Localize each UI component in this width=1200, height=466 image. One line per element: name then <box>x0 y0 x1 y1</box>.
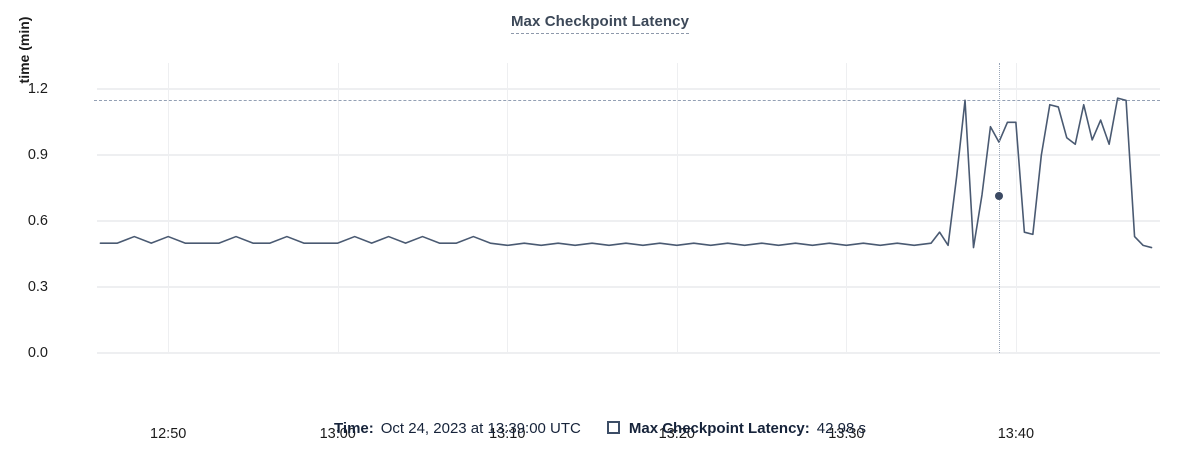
footer-series-label: Max Checkpoint Latency: <box>628 420 810 437</box>
footer-legend-entry[interactable]: Max Checkpoint Latency: 42.98 s <box>606 420 866 437</box>
footer-series-value: 42.98 s <box>816 420 866 437</box>
legend-swatch-icon[interactable] <box>606 421 620 434</box>
threshold-line <box>94 100 1160 102</box>
footer-time: Time: Oct 24, 2023 at 13:39:00 UTC <box>334 420 581 437</box>
gridline-vertical <box>337 63 339 353</box>
x-tick-label: 13:10 <box>489 426 526 442</box>
y-tick-label: 0.3 <box>27 279 48 296</box>
y-axis-label: time (min) <box>16 16 32 84</box>
gridline-vertical <box>507 63 509 353</box>
gridline-horizontal <box>97 286 1160 289</box>
x-tick-label: 13:00 <box>319 426 356 442</box>
gridline-vertical <box>676 63 678 353</box>
series-line-max-checkpoint-latency <box>99 97 1153 249</box>
gridline-horizontal <box>97 352 1160 354</box>
chart-footer: Time: Oct 24, 2023 at 13:39:00 UTC Max C… <box>0 420 1200 437</box>
chart-title-text: Max Checkpoint Latency <box>510 13 690 34</box>
chart-title: Max Checkpoint Latency <box>0 13 1200 34</box>
cursor-crosshair-line <box>998 63 1000 353</box>
cursor-marker-dot <box>994 191 1003 200</box>
plot-area: 0.0 0.3 0.6 0.9 1.2 12:50 13:00 13:10 13:20 13:3… <box>28 63 1160 442</box>
footer-time-value: Oct 24, 2023 at 13:39:00 UTC <box>380 420 581 437</box>
gridline-vertical <box>1015 63 1017 353</box>
y-tick-label: 0.6 <box>27 213 48 230</box>
y-tick-label: 0.9 <box>27 147 48 164</box>
x-tick-label: 13:20 <box>658 426 695 442</box>
x-tick-label: 12:50 <box>150 426 187 442</box>
x-tick-label: 13:40 <box>997 426 1035 442</box>
footer-time-label: Time: <box>334 420 374 437</box>
gridline-horizontal <box>97 220 1160 223</box>
gridline-horizontal <box>97 154 1160 157</box>
y-tick-label: 0.0 <box>27 345 48 361</box>
gridline-horizontal <box>97 88 1160 91</box>
gridline-vertical <box>168 63 170 353</box>
x-tick-label: 13:30 <box>828 426 865 442</box>
y-tick-label: 1.2 <box>27 81 48 98</box>
gridline-vertical <box>846 63 848 353</box>
